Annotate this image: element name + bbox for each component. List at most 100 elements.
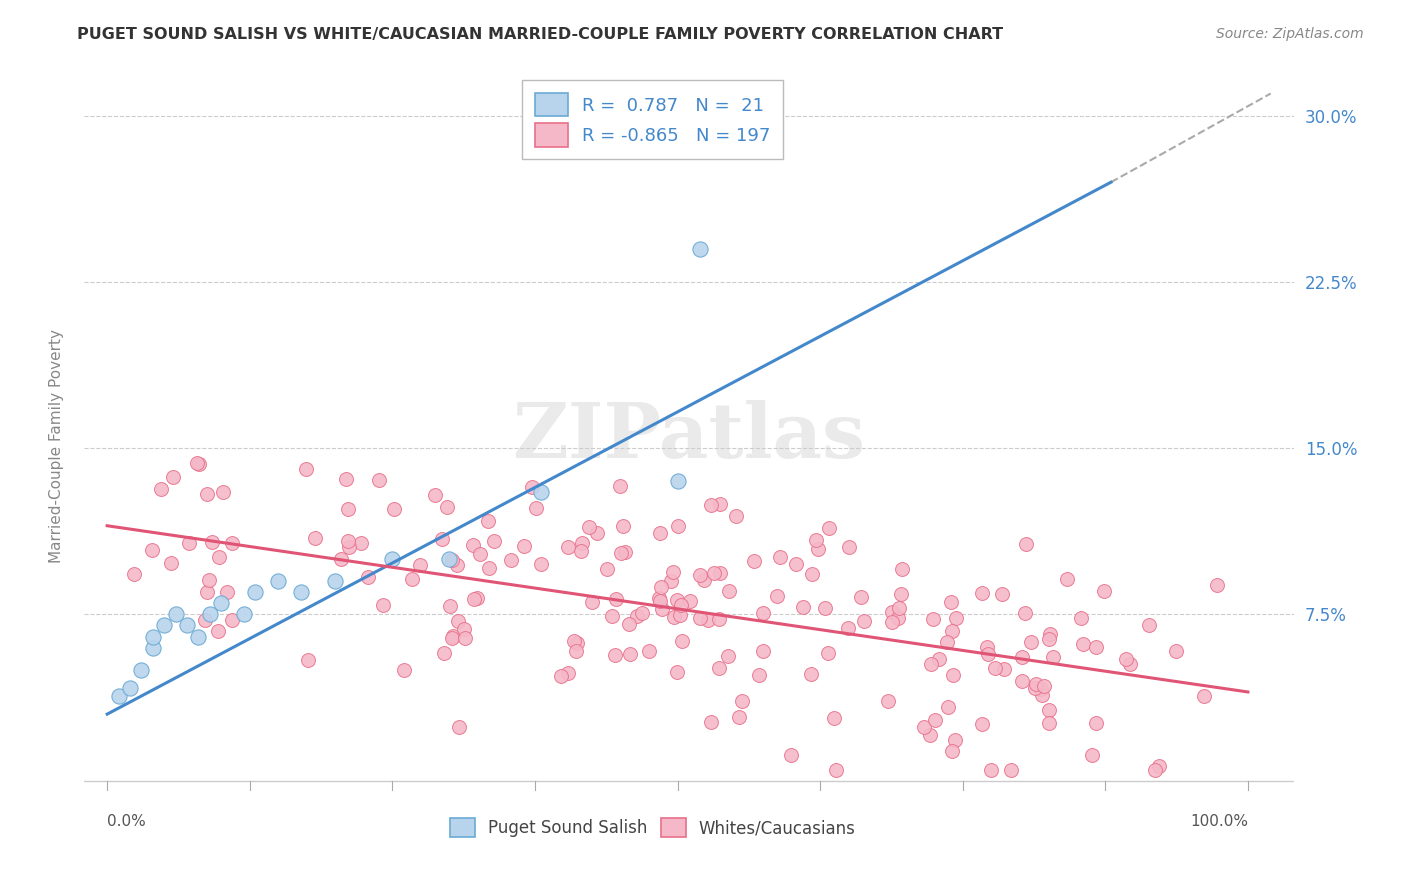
- Point: [1011, 649, 1033, 664]
- Point: [245, 585, 267, 599]
- Point: [441, 553, 464, 567]
- Point: [295, 462, 318, 476]
- Point: [484, 533, 506, 548]
- Point: [198, 573, 221, 587]
- Point: [453, 622, 475, 636]
- Point: [1031, 682, 1053, 697]
- Point: [1144, 763, 1167, 777]
- Point: [619, 647, 641, 661]
- Point: [463, 592, 485, 607]
- Point: [1014, 606, 1036, 620]
- Point: [717, 583, 740, 598]
- Point: [1092, 584, 1115, 599]
- Point: [142, 630, 165, 644]
- Point: [267, 574, 290, 589]
- Point: [567, 636, 589, 650]
- Point: [748, 668, 770, 682]
- Point: [631, 607, 654, 621]
- Point: [153, 618, 176, 632]
- Point: [201, 534, 224, 549]
- Point: [769, 550, 792, 565]
- Point: [976, 640, 998, 654]
- Point: [207, 624, 229, 639]
- Point: [215, 585, 238, 599]
- Point: [924, 714, 946, 728]
- Point: [557, 540, 579, 554]
- Point: [478, 561, 501, 575]
- Point: [336, 534, 359, 549]
- Point: [666, 475, 689, 489]
- Point: [703, 566, 725, 580]
- Point: [1042, 649, 1064, 664]
- Point: [696, 614, 718, 628]
- Point: [530, 485, 553, 500]
- Point: [610, 546, 633, 560]
- Point: [187, 630, 209, 644]
- Point: [976, 647, 998, 661]
- Point: [122, 567, 145, 582]
- Point: [350, 535, 373, 549]
- Point: [468, 547, 491, 561]
- Point: [436, 500, 458, 514]
- Point: [1071, 637, 1094, 651]
- Point: [792, 600, 814, 615]
- Point: [186, 456, 208, 470]
- Point: [1070, 610, 1092, 624]
- Point: [477, 514, 499, 528]
- Point: [876, 694, 898, 708]
- Point: [1137, 618, 1160, 632]
- Point: [449, 720, 471, 734]
- Point: [709, 566, 731, 581]
- Point: [430, 532, 453, 546]
- Point: [993, 662, 1015, 676]
- Point: [1025, 677, 1047, 691]
- Point: [882, 615, 904, 630]
- Point: [984, 661, 1007, 675]
- Point: [578, 520, 600, 534]
- Text: PUGET SOUND SALISH VS WHITE/CAUCASIAN MARRIED-COUPLE FAMILY POVERTY CORRELATION : PUGET SOUND SALISH VS WHITE/CAUCASIAN MA…: [77, 27, 1004, 42]
- Point: [920, 657, 942, 672]
- Point: [638, 644, 661, 658]
- Point: [980, 763, 1002, 777]
- Point: [669, 598, 692, 612]
- Point: [465, 591, 488, 606]
- Point: [439, 599, 461, 614]
- Point: [512, 539, 534, 553]
- Point: [530, 557, 553, 571]
- Point: [849, 591, 872, 605]
- Point: [662, 566, 685, 580]
- Point: [441, 631, 464, 645]
- Point: [1147, 759, 1170, 773]
- Point: [187, 457, 209, 471]
- Point: [401, 573, 423, 587]
- Point: [612, 519, 634, 533]
- Point: [665, 665, 688, 679]
- Point: [162, 470, 184, 484]
- Point: [936, 699, 959, 714]
- Point: [1056, 573, 1078, 587]
- Point: [337, 502, 360, 516]
- Point: [921, 612, 943, 626]
- Point: [446, 558, 468, 572]
- Point: [454, 631, 477, 645]
- Point: [725, 509, 748, 524]
- Point: [1015, 536, 1038, 550]
- Point: [131, 663, 153, 677]
- Point: [337, 540, 360, 554]
- Point: [107, 690, 129, 704]
- Point: [662, 610, 685, 624]
- Point: [887, 611, 910, 625]
- Point: [550, 669, 572, 683]
- Point: [233, 607, 256, 622]
- Point: [330, 551, 353, 566]
- Point: [357, 570, 380, 584]
- Point: [817, 646, 839, 660]
- Point: [585, 526, 607, 541]
- Point: [852, 614, 875, 628]
- Point: [709, 497, 731, 511]
- Point: [1032, 680, 1054, 694]
- Legend: Puget Sound Salish, Whites/Caucasians: Puget Sound Salish, Whites/Caucasians: [441, 810, 865, 846]
- Point: [605, 592, 627, 607]
- Point: [381, 552, 404, 566]
- Point: [461, 538, 484, 552]
